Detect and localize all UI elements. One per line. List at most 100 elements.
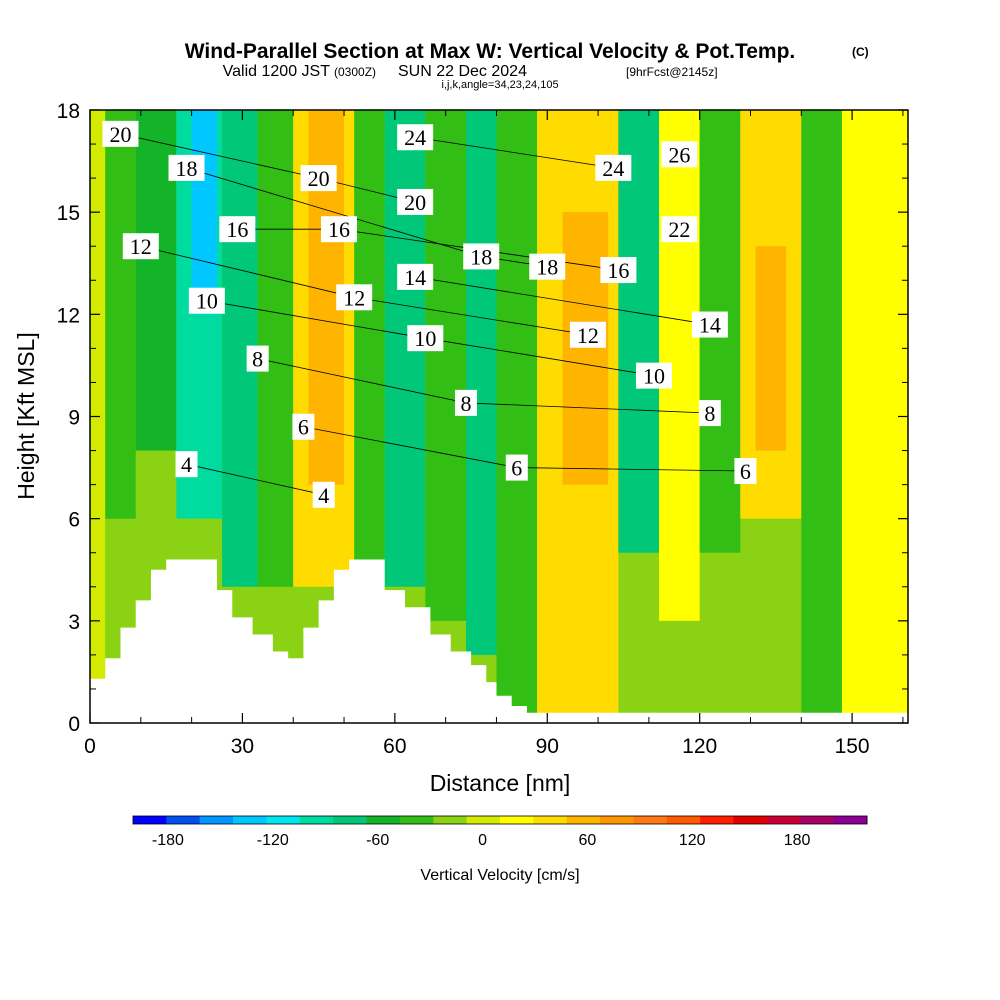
- contour-label: 24: [397, 124, 433, 150]
- colorbar-swatch: [300, 816, 334, 824]
- grid-indices: i,j,k,angle=34,23,24,105: [441, 79, 558, 91]
- colorbar-tick-label: 120: [679, 832, 706, 849]
- colorbar-swatch: [367, 816, 401, 824]
- contour-label: 6: [292, 414, 314, 440]
- x-tick-label: 60: [383, 735, 406, 758]
- y-tick-label: 12: [57, 304, 80, 327]
- contour-label-text: 12: [343, 285, 365, 310]
- contour-label-text: 10: [414, 326, 436, 351]
- contour-label: 10: [189, 288, 225, 314]
- colorbar: -180 -120 -60 0 60 120 180: [133, 816, 868, 849]
- contour-label: 4: [313, 482, 335, 508]
- colorbar-swatch: [834, 816, 868, 824]
- colorbar-swatch: [200, 816, 234, 824]
- contour-label: 20: [397, 189, 433, 215]
- contour-label: 8: [699, 400, 721, 426]
- contour-label: 14: [397, 264, 433, 290]
- contour-label-text: 24: [602, 156, 624, 181]
- colorbar-swatch: [633, 816, 667, 824]
- contour-label: 6: [734, 458, 756, 484]
- colorbar-tick-label: -60: [366, 832, 389, 849]
- x-tick-label: 150: [835, 735, 870, 758]
- colorbar-tick-label: 60: [578, 832, 596, 849]
- velocity-cell: [801, 110, 842, 723]
- colorbar-swatch: [266, 816, 300, 824]
- contour-label: 10: [407, 325, 443, 351]
- plot-area: [90, 110, 908, 723]
- contour-label: 16: [600, 257, 636, 283]
- colorbar-tick-label: 180: [784, 832, 811, 849]
- colorbar-swatch: [767, 816, 801, 824]
- contour-label-text: 20: [308, 166, 330, 191]
- colorbar-swatch: [166, 816, 200, 824]
- utc-time: (0300Z): [334, 65, 376, 79]
- y-axis-label: Height [Kft MSL]: [13, 332, 39, 499]
- y-tick-label: 0: [68, 713, 80, 736]
- colorbar-swatch: [400, 816, 434, 824]
- x-tick-label: 0: [84, 735, 96, 758]
- contour-label-text: 20: [404, 190, 426, 215]
- contour-label-text: 20: [109, 122, 131, 147]
- contour-label-text: 10: [643, 364, 665, 389]
- contour-label-text: 6: [740, 459, 751, 484]
- contour-label-text: 16: [226, 217, 248, 242]
- colorbar-label: Vertical Velocity [cm/s]: [420, 867, 579, 884]
- contour-label-text: 18: [470, 244, 492, 269]
- contour-label-text: 8: [704, 401, 715, 426]
- colorbar-swatch: [567, 816, 601, 824]
- contour-label: 6: [506, 455, 528, 481]
- colorbar-swatch: [667, 816, 701, 824]
- contour-label: 22: [661, 216, 697, 242]
- contour-label: 24: [595, 155, 631, 181]
- colorbar-swatch: [233, 816, 267, 824]
- contour-label-text: 24: [404, 125, 426, 150]
- contour-label: 12: [123, 233, 159, 259]
- x-tick-label: 120: [682, 735, 717, 758]
- contour-label-text: 6: [298, 415, 309, 440]
- contour-label-text: 6: [511, 456, 522, 481]
- colorbar-swatch: [133, 816, 167, 824]
- velocity-cell: [105, 110, 135, 519]
- contour-label-text: 14: [699, 313, 721, 338]
- contour-label: 20: [301, 165, 337, 191]
- contour-label-text: 8: [460, 391, 471, 416]
- colorbar-swatch: [700, 816, 734, 824]
- chart-canvas: Wind-Parallel Section at Max W: Vertical…: [0, 0, 1000, 1000]
- contour-label: 20: [102, 121, 138, 147]
- velocity-cell: [563, 212, 609, 484]
- contour-label: 18: [463, 243, 499, 269]
- contour-label-text: 14: [404, 265, 426, 290]
- colorbar-swatch: [533, 816, 567, 824]
- colorbar-swatch: [734, 816, 768, 824]
- colorbar-tick-label: -120: [257, 832, 289, 849]
- title-mark: (C): [852, 45, 869, 59]
- contour-label: 16: [219, 216, 255, 242]
- x-axis-label: Distance [nm]: [430, 770, 571, 796]
- velocity-cell: [496, 110, 537, 723]
- y-tick-label: 3: [68, 611, 80, 634]
- y-tick-label: 9: [68, 407, 80, 430]
- contour-label-text: 4: [181, 452, 192, 477]
- x-tick-label: 90: [536, 735, 559, 758]
- colorbar-swatch: [600, 816, 634, 824]
- y-tick-label: 15: [57, 202, 80, 225]
- velocity-cell: [756, 246, 786, 450]
- contour-label: 26: [661, 141, 697, 167]
- contour-label: 8: [247, 346, 269, 372]
- valid-date: SUN 22 Dec 2024: [398, 63, 527, 80]
- contour-label-text: 10: [196, 289, 218, 314]
- valid-time: Valid 1200 JST: [223, 63, 331, 80]
- contour-label-text: 18: [536, 255, 558, 280]
- y-tick-label: 18: [57, 100, 80, 123]
- colorbar-swatch: [333, 816, 367, 824]
- y-tick-label: 6: [68, 509, 80, 532]
- contour-label-text: 12: [130, 234, 152, 259]
- colorbar-swatch: [800, 816, 834, 824]
- x-tick-label: 30: [231, 735, 254, 758]
- forecast-info: [9hrFcst@2145z]: [626, 65, 718, 79]
- contour-label: 16: [321, 216, 357, 242]
- contour-label-text: 4: [318, 483, 329, 508]
- contour-label-text: 16: [328, 217, 350, 242]
- velocity-cell: [354, 110, 384, 587]
- contour-label-text: 8: [252, 347, 263, 372]
